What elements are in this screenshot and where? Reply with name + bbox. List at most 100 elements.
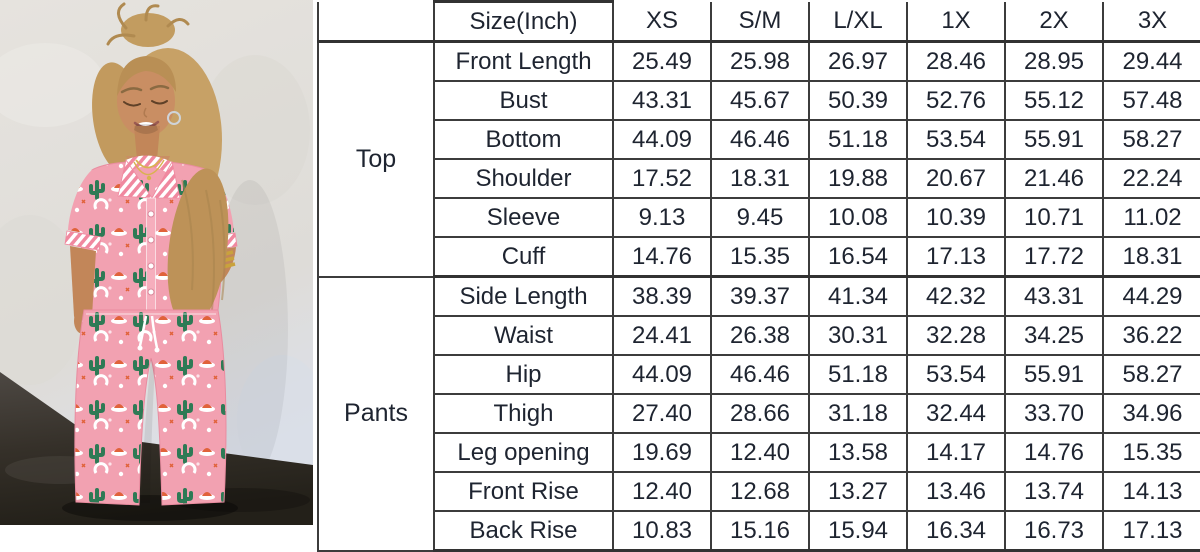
size-value: 52.76 (906, 80, 1006, 121)
size-value: 17.72 (1004, 236, 1104, 278)
header-row: Size(Inch) XS S/M L/XL 1X 2X 3X (317, 0, 1200, 43)
table-row: Top Front Length 25.49 25.98 26.97 28.46… (317, 40, 1200, 278)
size-value: 14.76 (612, 236, 712, 278)
table-row: Shoulder 17.52 18.31 19.88 20.67 21.46 2… (318, 158, 1200, 199)
size-value: 18.31 (1102, 236, 1200, 278)
measure-name: Hip (433, 354, 614, 395)
size-value: 43.31 (1004, 275, 1104, 317)
header-l-xl: L/XL (808, 1, 908, 43)
size-value: 28.95 (1004, 40, 1104, 82)
size-value: 10.39 (906, 197, 1006, 238)
measure-name: Cuff (433, 236, 614, 278)
size-value: 53.54 (906, 354, 1006, 395)
size-value: 26.97 (808, 40, 908, 82)
size-value: 16.54 (808, 236, 908, 278)
table-row: Sleeve 9.13 9.45 10.08 10.39 10.71 11.02 (318, 197, 1200, 238)
size-value: 9.13 (612, 197, 712, 238)
size-value: 13.74 (1004, 471, 1104, 512)
size-value: 15.35 (1102, 432, 1200, 473)
size-value: 34.96 (1102, 393, 1200, 434)
measure-name: Shoulder (433, 158, 614, 199)
size-value: 38.39 (612, 275, 712, 317)
section-label-top: Top (317, 40, 435, 278)
size-value: 53.54 (906, 119, 1006, 160)
size-value: 15.94 (808, 510, 908, 552)
table-row: Pants Side Length 38.39 39.37 41.34 42.3… (317, 275, 1200, 552)
size-value: 15.35 (710, 236, 810, 278)
size-value: 11.02 (1102, 197, 1200, 238)
size-value: 50.39 (808, 80, 908, 121)
size-value: 10.08 (808, 197, 908, 238)
table-row: Back Rise 10.83 15.16 15.94 16.34 16.73 … (318, 510, 1200, 552)
size-value: 45.67 (710, 80, 810, 121)
size-value: 16.73 (1004, 510, 1104, 552)
header-xs: XS (612, 1, 712, 43)
pajama-pants (74, 309, 227, 506)
header-s-m: S/M (710, 1, 810, 43)
header-3x: 3X (1102, 1, 1200, 43)
size-value: 15.16 (710, 510, 810, 552)
drawstring (137, 315, 160, 353)
size-value: 12.40 (612, 471, 712, 512)
header-size-inch: Size(Inch) (433, 0, 614, 43)
face (117, 56, 181, 137)
size-value: 44.09 (612, 119, 712, 160)
size-table: Size(Inch) XS S/M L/XL 1X 2X 3X Top Fron… (317, 0, 1200, 552)
size-value: 36.22 (1102, 315, 1200, 356)
size-value: 28.66 (710, 393, 810, 434)
size-value: 18.31 (710, 158, 810, 199)
size-value: 22.24 (1102, 158, 1200, 199)
size-value: 29.44 (1102, 40, 1200, 82)
size-value: 44.29 (1102, 275, 1200, 317)
measure-name: Back Rise (433, 510, 614, 552)
measure-name: Front Rise (433, 471, 614, 512)
size-value: 58.27 (1102, 119, 1200, 160)
size-value: 19.88 (808, 158, 908, 199)
size-value: 26.38 (710, 315, 810, 356)
size-value: 10.71 (1004, 197, 1104, 238)
size-value: 13.27 (808, 471, 908, 512)
size-value: 44.09 (612, 354, 712, 395)
table-row: Front Rise 12.40 12.68 13.27 13.46 13.74… (318, 471, 1200, 512)
size-value: 16.34 (906, 510, 1006, 552)
striped-cuff (64, 230, 102, 251)
size-value: 12.68 (710, 471, 810, 512)
measure-name: Thigh (433, 393, 614, 434)
size-value: 27.40 (612, 393, 712, 434)
size-value: 58.27 (1102, 354, 1200, 395)
size-value: 39.37 (710, 275, 810, 317)
size-value: 10.83 (612, 510, 712, 552)
size-value: 24.41 (612, 315, 712, 356)
size-value: 21.46 (1004, 158, 1104, 199)
size-value: 17.13 (906, 236, 1006, 278)
model-photo (0, 0, 313, 525)
size-value: 20.67 (906, 158, 1006, 199)
hoop-earring (167, 111, 181, 125)
size-value: 25.98 (710, 40, 810, 82)
table-row: Cuff 14.76 15.35 16.54 17.13 17.72 18.31 (318, 236, 1200, 278)
measure-name: Leg opening (433, 432, 614, 473)
size-value: 19.69 (612, 432, 712, 473)
table-row: Leg opening 19.69 12.40 13.58 14.17 14.7… (318, 432, 1200, 473)
size-value: 43.31 (612, 80, 712, 121)
size-value: 12.40 (710, 432, 810, 473)
size-value: 33.70 (1004, 393, 1104, 434)
size-value: 41.34 (808, 275, 908, 317)
size-value: 9.45 (710, 197, 810, 238)
measure-name: Sleeve (433, 197, 614, 238)
corner-cell (317, 1, 435, 43)
size-value: 51.18 (808, 354, 908, 395)
table-row: Waist 24.41 26.38 30.31 32.28 34.25 36.2… (318, 315, 1200, 356)
size-value: 17.13 (1102, 510, 1200, 552)
size-value: 17.52 (612, 158, 712, 199)
size-value: 51.18 (808, 119, 908, 160)
model-photo-illustration (0, 0, 313, 525)
table-row: Hip 44.09 46.46 51.18 53.54 55.91 58.27 (318, 354, 1200, 395)
section-label-pants: Pants (317, 275, 435, 552)
size-value: 57.48 (1102, 80, 1200, 121)
size-value: 13.58 (808, 432, 908, 473)
size-value: 55.12 (1004, 80, 1104, 121)
size-value: 55.91 (1004, 354, 1104, 395)
header-2x: 2X (1004, 1, 1104, 43)
